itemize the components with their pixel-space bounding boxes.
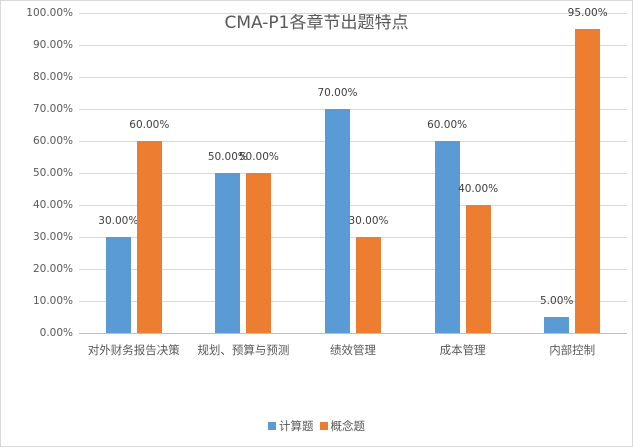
data-label: 50.00% <box>207 151 248 163</box>
y-tick-label: 0.00% <box>39 327 73 339</box>
gridline <box>79 301 627 302</box>
y-tick-label: 100.00% <box>26 7 73 19</box>
gridline <box>79 13 627 14</box>
gridline <box>79 45 627 46</box>
gridline <box>79 77 627 78</box>
y-tick-label: 80.00% <box>32 71 73 83</box>
x-category-label: 成本管理 <box>439 343 486 357</box>
bar-concept[interactable] <box>356 237 381 333</box>
plot-area: 30.00% 60.00% 50.00% 50.00% 70.00% 30.00% 60.0… <box>79 7 627 334</box>
bar-concept[interactable] <box>465 205 491 333</box>
y-tick-label: 10.00% <box>32 295 73 307</box>
y-tick-label: 90.00% <box>32 39 73 51</box>
data-label: 40.00% <box>458 183 499 195</box>
bar-calc[interactable] <box>544 317 570 333</box>
gridline <box>79 205 627 206</box>
x-category-label: 绩效管理 <box>330 343 376 357</box>
data-label: 70.00% <box>317 87 358 99</box>
bar-calc[interactable] <box>434 141 460 333</box>
y-tick-label: 70.00% <box>32 103 73 115</box>
gridline <box>79 141 627 142</box>
legend-swatch-calc-icon <box>268 422 276 430</box>
bar-calc[interactable] <box>325 109 350 333</box>
gridline <box>79 237 627 238</box>
bar-calc[interactable] <box>215 173 241 333</box>
legend-label-concept: 概念题 <box>330 419 366 433</box>
bar-concept[interactable] <box>136 141 162 333</box>
data-label: 30.00% <box>98 215 139 227</box>
x-axis-line <box>79 333 627 334</box>
bar-concept[interactable] <box>246 173 272 333</box>
legend-item-calc[interactable]: 计算题 <box>268 418 314 434</box>
legend: 计算题 概念题 <box>0 418 633 434</box>
x-category-label: 内部控制 <box>549 343 596 357</box>
data-label: 30.00% <box>348 215 389 227</box>
y-tick-label: 40.00% <box>32 199 73 211</box>
legend-item-concept[interactable]: 概念题 <box>319 418 366 434</box>
data-label: 95.00% <box>567 7 608 19</box>
x-category-label: 对外财务报告决策 <box>87 343 180 357</box>
x-category-label: 规划、预算与预测 <box>197 343 290 357</box>
gridline <box>79 269 627 270</box>
bar-calc[interactable] <box>105 237 131 333</box>
data-label: 50.00% <box>238 151 279 163</box>
y-tick-label: 20.00% <box>32 263 73 275</box>
legend-label-calc: 计算题 <box>279 419 314 433</box>
data-label: 60.00% <box>129 119 170 131</box>
gridline <box>79 173 627 174</box>
y-tick-label: 60.00% <box>32 135 73 147</box>
bar-concept[interactable] <box>575 29 601 333</box>
chart-title: CMA-P1各章节出题特点 <box>224 13 409 33</box>
data-label: 5.00% <box>540 295 574 307</box>
y-tick-label: 30.00% <box>32 231 73 243</box>
y-tick-label: 50.00% <box>32 167 73 179</box>
gridline <box>79 109 627 110</box>
data-label: 60.00% <box>427 119 468 131</box>
legend-swatch-concept-icon <box>319 422 328 430</box>
